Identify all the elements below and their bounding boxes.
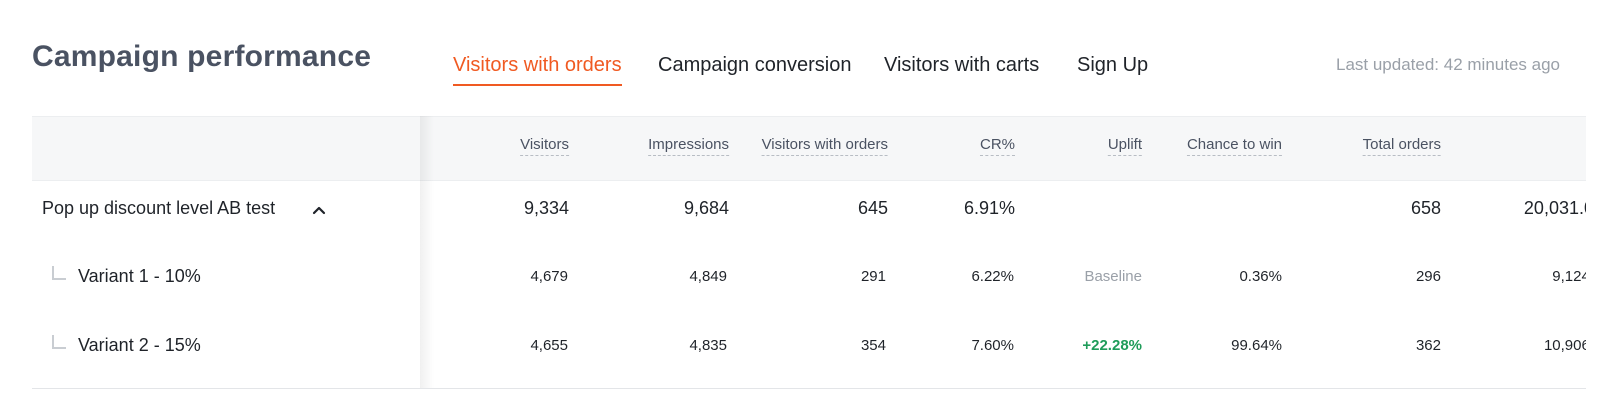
- cell-impressions: 9,684: [683, 198, 729, 218]
- cell-impressions: 4,849: [689, 268, 727, 285]
- cell-total-orders: 362: [1415, 337, 1441, 354]
- column-header-chance-to-win[interactable]: Chance to win: [1186, 136, 1282, 156]
- name-column-header: [32, 116, 420, 181]
- cell-revenue: 10,906.: [1543, 337, 1586, 354]
- column-header-impressions[interactable]: Impressions: [648, 136, 729, 156]
- cell-visitors-with-orders: 354: [860, 337, 886, 354]
- cell-visitors: 9,334: [523, 198, 569, 218]
- tab-visitors-with-orders[interactable]: Visitors with orders: [453, 54, 622, 86]
- campaign-name: Pop up discount level AB test: [42, 198, 276, 218]
- column-header-cr[interactable]: CR%: [979, 136, 1015, 156]
- cell-visitors-with-orders: 645: [857, 198, 888, 218]
- cell-uplift-positive: +22.28%: [1082, 337, 1142, 354]
- tab-visitors-with-carts[interactable]: Visitors with carts: [884, 54, 1040, 76]
- cell-total-orders: 296: [1415, 268, 1441, 285]
- tree-branch-icon: [52, 266, 66, 280]
- cell-cr: 6.91%: [963, 198, 1015, 218]
- tree-branch-icon: [52, 335, 66, 349]
- cell-visitors: 4,655: [530, 337, 568, 354]
- cell-visitors: 4,679: [530, 268, 568, 285]
- column-header-visitors[interactable]: Visitors: [520, 136, 569, 156]
- cell-cr: 6.22%: [971, 268, 1014, 285]
- cell-revenue: 20,031.0: [1523, 198, 1586, 218]
- page-title: Campaign performance: [32, 40, 372, 73]
- chevron-up-icon[interactable]: [311, 202, 327, 218]
- variant-2-name: Variant 2 - 15%: [78, 335, 201, 355]
- name-column: Pop up discount level AB test Variant 1 …: [32, 116, 420, 388]
- cell-total-orders: 658: [1410, 198, 1441, 218]
- cell-chance-to-win: 0.36%: [1239, 268, 1282, 285]
- cell-revenue: 9,124.: [1552, 268, 1586, 285]
- cell-uplift-baseline: Baseline: [1084, 268, 1142, 285]
- cell-cr: 7.60%: [971, 337, 1014, 354]
- tab-sign-up[interactable]: Sign Up: [1077, 54, 1149, 76]
- column-header-uplift[interactable]: Uplift: [1107, 136, 1142, 156]
- cell-chance-to-win: 99.64%: [1231, 337, 1282, 354]
- last-updated-text: Last updated: 42 minutes ago: [1336, 55, 1560, 74]
- cell-impressions: 4,835: [689, 337, 727, 354]
- tab-campaign-conversion[interactable]: Campaign conversion: [658, 54, 852, 76]
- column-header-total-orders[interactable]: Total orders: [1362, 136, 1441, 156]
- cell-visitors-with-orders: 291: [860, 268, 886, 285]
- performance-table: Visitors Impressions Visitors with order…: [32, 116, 1586, 389]
- variant-1-name: Variant 1 - 10%: [78, 266, 201, 286]
- column-divider-shadow: [420, 116, 434, 388]
- column-header-visitors-with-orders[interactable]: Visitors with orders: [761, 136, 888, 156]
